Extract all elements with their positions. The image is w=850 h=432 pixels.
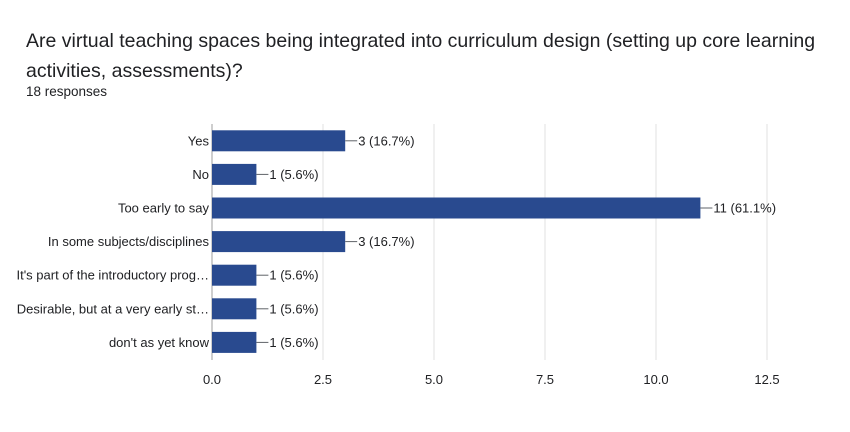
data-labels: 3 (16.7%) 1 (5.6%) 11 (61.1%) 3 (16.7%) 1 (5… bbox=[256, 133, 776, 350]
category-label: Desirable, but at a very early st… bbox=[17, 301, 209, 316]
category-label: don't as yet know bbox=[109, 335, 210, 350]
category-label: It's part of the introductory prog… bbox=[16, 268, 209, 283]
bar bbox=[212, 163, 257, 185]
bars bbox=[212, 130, 701, 353]
category-label: No bbox=[192, 167, 209, 182]
x-tick-label: 0.0 bbox=[203, 372, 221, 387]
x-tick-label: 5.0 bbox=[425, 372, 443, 387]
question-title: Are virtual teaching spaces being integr… bbox=[26, 30, 816, 82]
bar bbox=[212, 130, 346, 152]
data-label: 3 (16.7%) bbox=[358, 133, 414, 148]
data-label: 1 (5.6%) bbox=[269, 301, 318, 316]
bar bbox=[212, 264, 257, 286]
data-label: 1 (5.6%) bbox=[269, 335, 318, 350]
x-tick-label: 7.5 bbox=[536, 372, 554, 387]
data-label: 1 (5.6%) bbox=[269, 268, 318, 283]
bar bbox=[212, 298, 257, 320]
category-label: In some subjects/disciplines bbox=[48, 234, 210, 249]
category-labels: Yes No Too early to say In some subjects/di… bbox=[16, 133, 209, 350]
x-tick-label: 12.5 bbox=[754, 372, 779, 387]
category-label: Too early to say bbox=[118, 201, 210, 216]
data-label: 11 (61.1%) bbox=[713, 201, 776, 216]
x-tick-label: 2.5 bbox=[314, 372, 332, 387]
data-label: 1 (5.6%) bbox=[269, 167, 318, 182]
bar bbox=[212, 231, 346, 253]
x-axis-ticks: 0.0 2.5 5.0 7.5 10.0 12.5 bbox=[203, 372, 780, 387]
category-label: Yes bbox=[188, 133, 210, 148]
bar bbox=[212, 197, 701, 219]
bar bbox=[212, 331, 257, 353]
response-count: 18 responses bbox=[26, 84, 108, 99]
x-tick-label: 10.0 bbox=[643, 372, 668, 387]
data-label: 3 (16.7%) bbox=[358, 234, 414, 249]
